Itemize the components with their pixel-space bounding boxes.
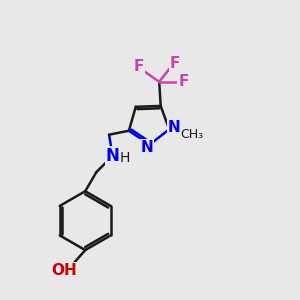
Text: N: N [140, 140, 153, 155]
Text: F: F [170, 56, 180, 71]
Text: N: N [106, 147, 119, 165]
Text: OH: OH [52, 263, 77, 278]
Text: F: F [134, 59, 144, 74]
Text: N: N [167, 120, 180, 135]
Text: H: H [120, 151, 130, 165]
Text: F: F [178, 74, 188, 89]
Text: CH₃: CH₃ [180, 128, 203, 141]
